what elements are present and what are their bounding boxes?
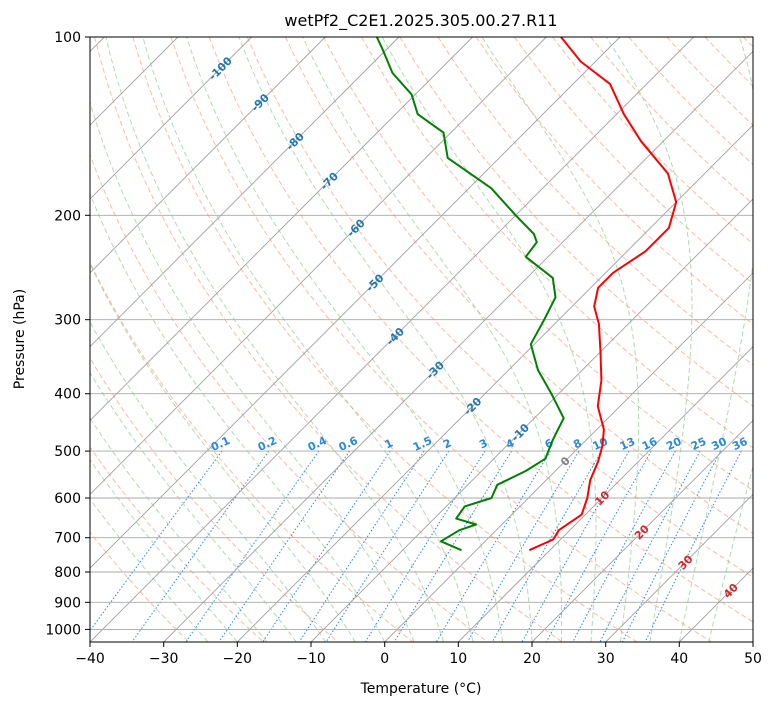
isotherm-line	[457, 345, 753, 642]
x-tick-label: −30	[149, 651, 179, 667]
mixing-ratio-line	[185, 450, 320, 642]
mixing-ratio-line	[599, 450, 701, 642]
moist-adiabat	[238, 37, 533, 642]
y-tick-label: 200	[54, 208, 81, 224]
mixing-ratio-line	[364, 450, 486, 642]
y-tick-label: 700	[54, 531, 81, 547]
isotherm-line	[236, 124, 753, 642]
dry-adiabat	[132, 37, 638, 642]
y-tick-label: 600	[54, 491, 81, 507]
isotherm-line	[90, 37, 252, 200]
mixing-ratio-label: 25	[689, 435, 708, 453]
y-tick-label: 1000	[45, 622, 81, 638]
mixing-ratio-label: 36	[730, 435, 750, 453]
mixing-ratio-line	[325, 450, 450, 642]
isotherm-line	[384, 272, 753, 642]
x-tick-label: 30	[597, 651, 615, 667]
dry-adiabat	[399, 37, 753, 407]
dewpoint-profile	[375, 37, 565, 552]
moist-adiabat	[90, 262, 356, 642]
x-tick-label: 20	[523, 651, 541, 667]
y-axis-label: Pressure (hPa)	[12, 289, 28, 389]
dry-adiabat	[475, 37, 753, 325]
mixing-ratio-line	[572, 450, 676, 642]
x-tick-label: −40	[75, 651, 105, 667]
dry-adiabat	[90, 261, 414, 642]
isotherm-line	[90, 37, 621, 569]
dry-adiabat	[208, 37, 753, 623]
y-tick-label: 800	[54, 565, 81, 581]
x-tick-label: 10	[449, 651, 467, 667]
plot-area	[90, 37, 753, 642]
isotherm-line	[752, 641, 753, 642]
dry-adiabat	[513, 37, 753, 285]
moist-adiabat	[90, 321, 327, 642]
moist-adiabats	[90, 37, 753, 642]
chart-title: wetPf2_C2E1.2025.305.00.27.R11	[284, 11, 557, 31]
dry-adiabat	[90, 446, 264, 642]
mixing-ratio-line	[521, 450, 630, 642]
y-tick-label: 300	[54, 313, 81, 329]
mixing-ratio-label: 20	[664, 435, 684, 453]
mixing-ratio-label: 30	[709, 435, 729, 453]
mixing-ratio-label: 10	[591, 435, 611, 453]
dry-adiabat	[323, 37, 753, 491]
isotherm-line	[90, 37, 547, 495]
moist-adiabat	[481, 37, 640, 642]
mixing-ratio-label: 16	[640, 435, 660, 453]
y-tick-label: 400	[54, 387, 81, 403]
moist-adiabat	[381, 37, 597, 642]
x-tick-label: 50	[744, 651, 762, 667]
isotherm-line	[163, 50, 753, 642]
x-tick-label: −10	[296, 651, 326, 667]
moist-adiabat	[90, 192, 386, 642]
mixing-ratio-line	[218, 450, 351, 642]
mixing-ratio-label: 13	[618, 435, 637, 453]
dry-adiabat	[90, 153, 488, 642]
moist-adiabat	[186, 37, 503, 642]
isotherm-line	[90, 37, 400, 348]
isotherm-line	[531, 419, 753, 642]
isotherm-line	[90, 37, 473, 422]
isotherms	[90, 37, 753, 642]
mixing-ratio-line	[90, 450, 223, 632]
moist-adiabat	[302, 37, 563, 642]
x-axis: −40 −30 −20 −10 0 10 20 30 40 50	[75, 642, 762, 667]
isotherm-line	[310, 198, 753, 642]
y-tick-label: 100	[54, 30, 81, 46]
moist-adiabat	[708, 464, 753, 642]
plot-frame	[89, 36, 754, 643]
y-tick-label: 900	[54, 595, 81, 611]
isotherm-line	[605, 493, 753, 642]
isotherm-line	[90, 37, 326, 274]
dry-adiabat	[246, 37, 753, 578]
x-tick-label: 40	[670, 651, 688, 667]
dry-adiabat	[437, 37, 753, 366]
isotherm-line	[90, 37, 694, 642]
moist-adiabat	[142, 37, 474, 642]
moist-adiabat	[90, 458, 238, 642]
moist-adiabat	[678, 37, 753, 642]
mixing-ratio-line	[545, 450, 652, 642]
moist-adiabat	[105, 37, 445, 642]
y-tick-label: 500	[54, 444, 81, 460]
temperature-profile	[528, 37, 678, 552]
mixing-ratio-line	[467, 450, 580, 642]
sounding-series	[375, 37, 678, 552]
x-tick-label: 0	[380, 651, 389, 667]
x-axis-label: Temperature (°C)	[360, 681, 482, 697]
dry-adiabat	[94, 37, 563, 642]
pressure-gridlines	[90, 37, 753, 630]
x-tick-label: −20	[223, 651, 253, 667]
moist-adiabat	[90, 417, 268, 642]
moist-adiabat	[605, 37, 693, 642]
y-axis: 100 200 300 400 500 600 700 800 900 1000	[45, 30, 90, 638]
mixing-ratio-line	[621, 450, 722, 642]
mixing-ratio-line	[298, 450, 425, 642]
dry-adiabat	[284, 37, 753, 535]
dry-adiabat	[90, 531, 190, 642]
